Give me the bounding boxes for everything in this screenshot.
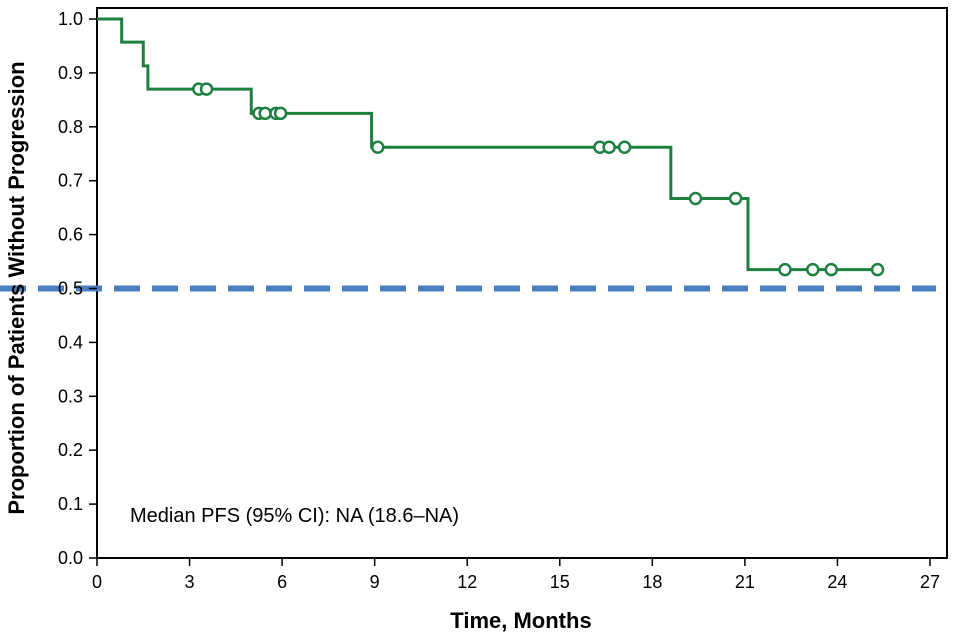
km-curve [97, 17, 878, 272]
x-tick-label: 12 [457, 572, 477, 592]
y-tick-label: 0.5 [58, 279, 83, 299]
median-pfs-annotation: Median PFS (95% CI): NA (18.6–NA) [130, 505, 459, 527]
x-axis-title: Time, Months [450, 608, 591, 633]
censor-mark [824, 262, 839, 277]
censor-mark [199, 82, 214, 96]
censor-mark [258, 106, 272, 121]
x-tick-label: 3 [185, 572, 195, 592]
censor-mark [602, 140, 616, 155]
y-tick-label: 0.2 [58, 440, 83, 460]
censor-mark [728, 191, 743, 206]
x-tick-label: 15 [550, 572, 570, 592]
y-tick-label: 1.0 [58, 9, 83, 29]
x-tick-label: 21 [735, 572, 755, 592]
y-tick-label: 0.8 [58, 117, 83, 137]
x-tick-label: 18 [642, 572, 662, 592]
y-tick-label: 0.4 [58, 332, 83, 352]
x-tick-label: 9 [370, 572, 380, 592]
x-tick-label: 24 [827, 572, 847, 592]
censor-mark [806, 262, 820, 277]
y-tick-label: 0.7 [58, 171, 83, 191]
y-tick-label: 0.1 [58, 494, 83, 514]
y-axis-title: Proportion of Patients Without Progressi… [4, 61, 29, 514]
x-tick-label: 6 [277, 572, 287, 592]
x-tick-label: 0 [92, 572, 102, 592]
x-tick-label: 27 [920, 572, 940, 592]
censor-mark [273, 106, 288, 121]
y-tick-label: 0.0 [58, 548, 83, 568]
y-tick-label: 0.6 [58, 225, 83, 245]
censor-mark [617, 140, 632, 155]
censor-mark [778, 262, 792, 277]
censor-mark [870, 262, 885, 277]
censor-mark [688, 191, 703, 206]
y-tick-label: 0.3 [58, 386, 83, 406]
y-tick-label: 0.9 [58, 63, 83, 83]
censor-mark [371, 140, 385, 155]
plot-area [96, 7, 948, 559]
